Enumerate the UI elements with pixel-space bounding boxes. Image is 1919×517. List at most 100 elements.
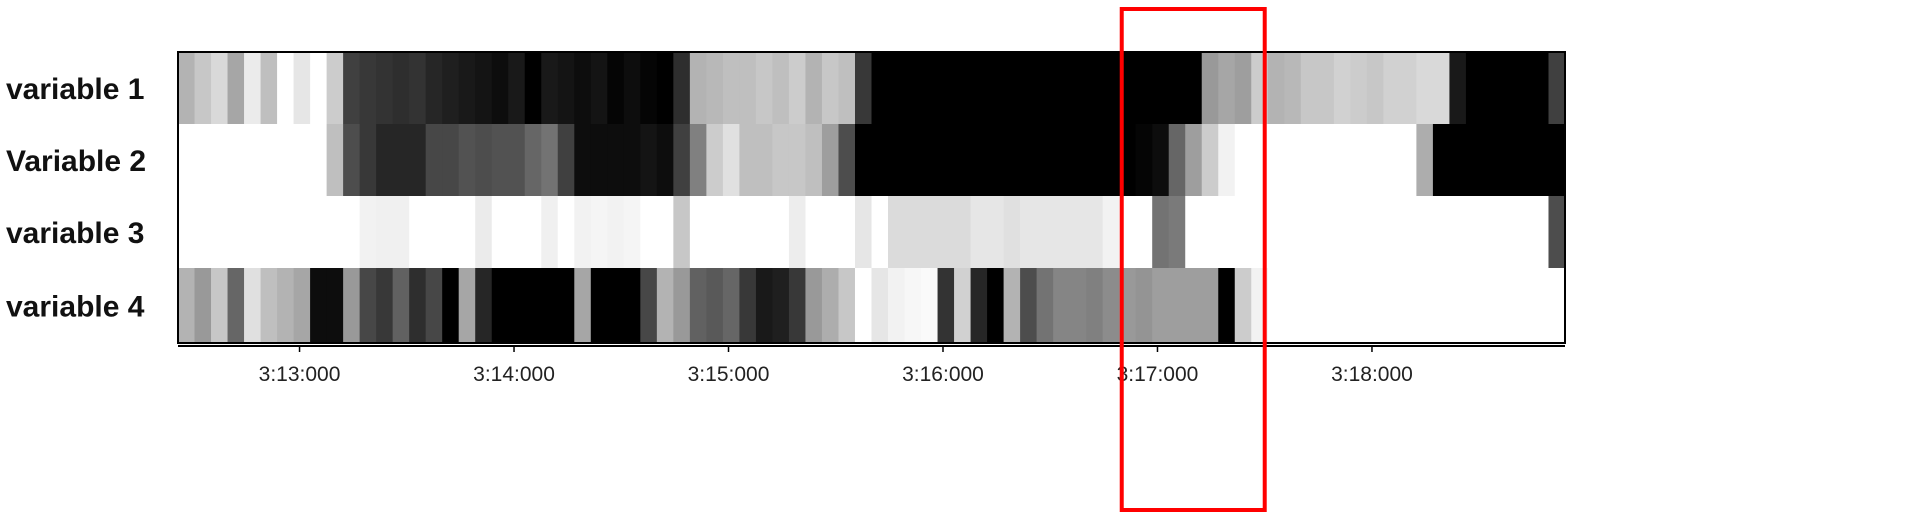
heatmap-cell xyxy=(1548,124,1566,196)
heatmap-cell xyxy=(425,52,443,124)
heatmap-cell xyxy=(376,196,394,268)
heatmap-cell xyxy=(788,268,807,343)
heatmap-cell xyxy=(1267,268,1285,343)
heatmap-cell xyxy=(1053,196,1071,268)
heatmap-cell xyxy=(656,196,674,268)
heatmap-cell xyxy=(1267,196,1285,268)
heatmap-cell xyxy=(194,124,212,196)
heatmap-cell xyxy=(1333,196,1351,268)
heatmap-cell xyxy=(1185,52,1203,124)
heatmap-cell xyxy=(1366,52,1384,124)
heatmap-cell xyxy=(1185,268,1203,343)
heatmap-cell xyxy=(1185,196,1203,268)
heatmap-cell xyxy=(623,124,641,196)
heatmap-cell xyxy=(359,268,377,343)
heatmap-cell xyxy=(590,124,608,196)
heatmap-cell xyxy=(409,196,427,268)
heatmap-cell xyxy=(557,124,575,196)
heatmap-cell xyxy=(607,196,625,268)
heatmap-cell xyxy=(640,124,658,196)
heatmap-cell xyxy=(458,52,476,124)
heatmap-cell xyxy=(607,124,625,196)
heatmap-cell xyxy=(1185,124,1203,196)
heatmap-cell xyxy=(1086,52,1104,124)
heatmap-cell xyxy=(1135,124,1153,196)
heatmap-cell xyxy=(541,196,559,268)
heatmap-cells xyxy=(178,52,1566,343)
heatmap-cell xyxy=(590,196,608,268)
heatmap-cell xyxy=(1267,52,1285,124)
heatmap-cell xyxy=(491,124,509,196)
heatmap-cell xyxy=(491,268,509,343)
heatmap-cell xyxy=(1383,52,1401,124)
heatmap-cell xyxy=(194,268,212,343)
heatmap-cell xyxy=(1300,52,1318,124)
heatmap-cell xyxy=(772,196,790,268)
heatmap-cell xyxy=(524,196,542,268)
heatmap-cell xyxy=(1003,196,1021,268)
heatmap-cell xyxy=(1102,52,1120,124)
heatmap-cell xyxy=(1317,268,1335,343)
heatmap-cell xyxy=(343,196,361,268)
heatmap-cell xyxy=(1069,196,1087,268)
heatmap-cell xyxy=(689,268,707,343)
heatmap-cell xyxy=(1548,52,1566,124)
heatmap-cell xyxy=(640,196,658,268)
heatmap-cell xyxy=(491,52,509,124)
heatmap-cell xyxy=(1333,124,1351,196)
heatmap-cell xyxy=(1416,52,1434,124)
heatmap-cell xyxy=(491,196,509,268)
row-label: variable 4 xyxy=(6,291,145,324)
heatmap-cell xyxy=(772,124,790,196)
heatmap-cell xyxy=(706,196,724,268)
heatmap-cell xyxy=(194,52,212,124)
heatmap-cell xyxy=(888,268,906,343)
heatmap-cell xyxy=(1432,52,1451,124)
heatmap-cell xyxy=(244,52,262,124)
heatmap-cell xyxy=(425,268,443,343)
heatmap-cell xyxy=(1350,52,1368,124)
heatmap-cell xyxy=(1201,124,1219,196)
heatmap-cell xyxy=(524,124,542,196)
heatmap-cell xyxy=(706,52,724,124)
heatmap-cell xyxy=(722,268,740,343)
heatmap-cell xyxy=(1465,268,1484,343)
heatmap-cell xyxy=(1036,268,1054,343)
heatmap-cell xyxy=(541,268,559,343)
heatmap-cell xyxy=(293,268,311,343)
heatmap-cell xyxy=(1168,268,1186,343)
heatmap-cell xyxy=(475,52,493,124)
heatmap-cell xyxy=(805,196,823,268)
heatmap-cell xyxy=(1399,268,1417,343)
heatmap-cell xyxy=(326,124,344,196)
heatmap-cell xyxy=(277,124,295,196)
heatmap-cell xyxy=(987,124,1005,196)
heatmap-cell xyxy=(706,124,724,196)
heatmap-cell xyxy=(854,52,873,124)
heatmap-cell xyxy=(1498,268,1517,343)
heatmap-cell xyxy=(211,124,229,196)
heatmap-cell xyxy=(954,52,972,124)
heatmap-cell xyxy=(260,52,278,124)
heatmap-cell xyxy=(1284,196,1302,268)
heatmap-cell xyxy=(755,196,774,268)
heatmap-cell xyxy=(557,196,575,268)
heatmap-cell xyxy=(524,52,542,124)
heatmap-cell xyxy=(656,268,674,343)
heatmap-cell xyxy=(673,268,691,343)
heatmap-cell xyxy=(673,124,691,196)
heatmap-cell xyxy=(1201,196,1219,268)
heatmap-cell xyxy=(1515,52,1533,124)
heatmap-cell xyxy=(458,124,476,196)
heatmap-cell xyxy=(1234,52,1252,124)
heatmap-cell xyxy=(623,196,641,268)
row-label: variable 3 xyxy=(6,217,144,250)
heatmap-cell xyxy=(442,52,460,124)
heatmap-cell xyxy=(640,268,658,343)
heatmap-cell xyxy=(1498,196,1517,268)
heatmap-cell xyxy=(954,124,972,196)
heatmap-cell xyxy=(1531,196,1550,268)
heatmap-cell xyxy=(706,268,724,343)
heatmap-cell xyxy=(623,52,641,124)
